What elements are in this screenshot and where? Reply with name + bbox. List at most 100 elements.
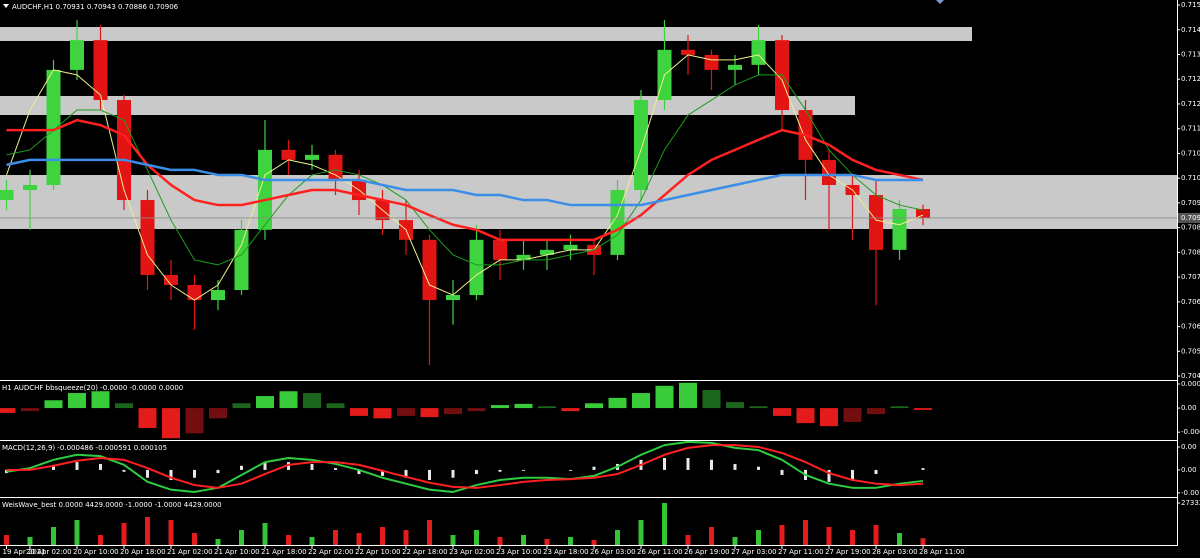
bar <box>663 457 666 470</box>
bar <box>309 537 315 545</box>
y-tick-label: -0.001 <box>1181 489 1200 497</box>
candle-body <box>892 209 907 250</box>
bar <box>569 469 572 471</box>
candle-body <box>46 69 61 185</box>
bar <box>98 535 103 545</box>
candle-body <box>516 254 531 260</box>
bar <box>451 469 455 478</box>
y-tick-label: 0.00 <box>1181 404 1197 412</box>
candle-body <box>728 64 742 70</box>
indicator-line <box>6 118 924 242</box>
bar <box>215 539 221 545</box>
candle-body <box>187 285 202 301</box>
y-tick-label: 0.0004 <box>1181 380 1200 388</box>
bar <box>897 533 902 545</box>
candle-body <box>916 209 930 218</box>
bar <box>820 408 838 427</box>
bar <box>444 408 462 415</box>
bar <box>850 530 855 545</box>
bar <box>240 465 243 470</box>
bar <box>121 523 127 545</box>
x-tick-label: 21 Apr 18:00 <box>261 548 307 556</box>
bar <box>373 408 392 419</box>
bar <box>138 408 157 428</box>
bar <box>773 408 791 416</box>
indicator-line <box>6 440 924 493</box>
bar <box>51 527 56 545</box>
bar <box>357 469 361 475</box>
candle-body <box>869 195 883 250</box>
candle-body <box>164 274 178 285</box>
candle-body <box>563 244 578 250</box>
bar <box>779 525 785 545</box>
y-tick-label: 0.709 <box>1181 199 1200 207</box>
candle-body <box>234 229 249 291</box>
bar <box>914 408 932 410</box>
price-label-box <box>1178 212 1200 223</box>
shift-marker <box>936 0 944 4</box>
indicator-line <box>6 444 924 489</box>
y-tick-label: 0.705 <box>1181 347 1200 355</box>
y-tick-label: 0.708 <box>1181 224 1200 232</box>
candle-body <box>469 239 484 296</box>
bar <box>4 535 9 545</box>
x-tick-label: 27 Apr 19:00 <box>825 548 871 556</box>
y-tick-label: 0.711 <box>1181 125 1200 133</box>
bar <box>921 468 925 470</box>
bar <box>262 523 268 545</box>
bar <box>756 530 761 545</box>
price-label: 0.709 <box>1181 214 1200 222</box>
bar <box>209 408 227 419</box>
y-tick-label: 0.713 <box>1181 50 1200 58</box>
bar <box>122 469 126 472</box>
bar <box>522 469 525 471</box>
bar <box>632 393 650 409</box>
bar <box>193 469 196 478</box>
candle-body <box>493 239 507 260</box>
candle-body <box>93 40 108 101</box>
bar <box>685 535 691 545</box>
bar <box>334 468 337 470</box>
candle-body <box>281 149 296 160</box>
bar <box>356 533 362 545</box>
panel-title: WeisWave_best 0.0000 4429.0000 -1.0000 -… <box>2 501 222 509</box>
bar <box>287 462 290 470</box>
bar <box>467 408 486 412</box>
x-tick-label: 22 Apr 10:00 <box>355 548 401 556</box>
bar <box>874 469 878 475</box>
x-tick-label: 23 Apr 18:00 <box>543 548 589 556</box>
bar <box>326 403 345 409</box>
bar <box>780 469 784 475</box>
candle-body <box>328 154 343 180</box>
bar <box>497 537 503 545</box>
bar <box>381 469 384 476</box>
bar <box>232 403 251 409</box>
bar <box>749 406 768 409</box>
bar <box>428 469 431 481</box>
bar <box>91 391 110 409</box>
bar <box>279 391 298 409</box>
bar <box>263 462 267 470</box>
indicator-line <box>6 54 924 301</box>
candle-body <box>540 249 554 255</box>
bar <box>75 462 79 470</box>
bar <box>615 530 620 545</box>
bar <box>608 397 627 409</box>
bar <box>146 469 149 478</box>
bar <box>52 464 55 470</box>
bar <box>303 393 321 409</box>
menu-arrow[interactable] <box>3 4 9 8</box>
x-tick-label: 21 Apr 02:00 <box>167 548 213 556</box>
bar <box>420 408 439 418</box>
x-tick-label: 21 Apr 10:00 <box>214 548 260 556</box>
x-tick-label: 20 Apr 18:00 <box>120 548 166 556</box>
y-tick-label: 0.00 <box>1181 443 1197 451</box>
y-tick-label: 27332 <box>1181 499 1200 507</box>
bar <box>350 408 368 416</box>
y-tick-label: 0.704 <box>1181 372 1200 380</box>
bar <box>585 403 603 409</box>
bar <box>286 535 291 545</box>
bar <box>216 469 220 474</box>
bar <box>843 408 862 422</box>
x-tick-label: 26 Apr 03:00 <box>590 548 636 556</box>
